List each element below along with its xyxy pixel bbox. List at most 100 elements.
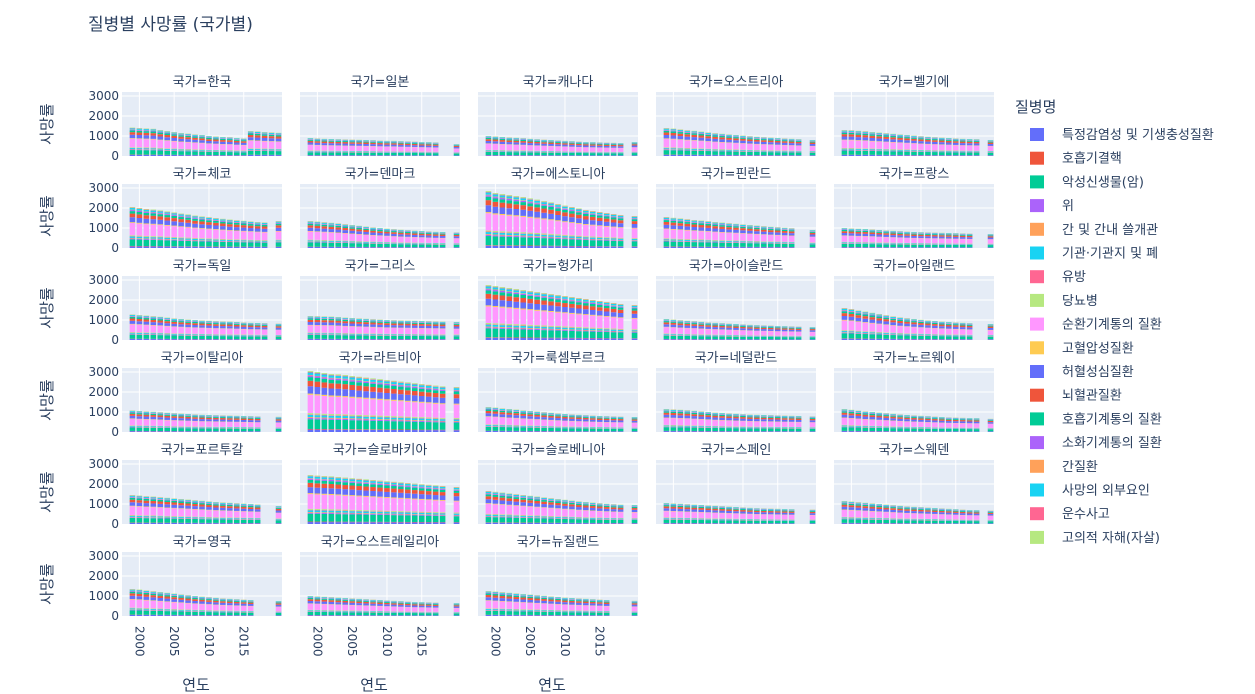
stacked-bar[interactable] xyxy=(268,132,275,156)
bar-segment[interactable] xyxy=(541,218,547,220)
bar-segment[interactable] xyxy=(356,226,362,228)
bar-segment[interactable] xyxy=(691,230,698,240)
bar-segment[interactable] xyxy=(610,240,617,241)
bar-segment[interactable] xyxy=(513,216,520,232)
bar-segment[interactable] xyxy=(809,234,816,237)
bar-segment[interactable] xyxy=(335,339,342,340)
bar-segment[interactable] xyxy=(492,232,499,233)
bar-segment[interactable] xyxy=(363,334,369,335)
stacked-bar[interactable] xyxy=(307,138,314,156)
bar-segment[interactable] xyxy=(809,142,816,144)
stacked-bar[interactable] xyxy=(555,204,561,248)
bar-segment[interactable] xyxy=(761,155,767,156)
bar-segment[interactable] xyxy=(171,239,177,240)
bar-segment[interactable] xyxy=(405,147,411,152)
bar-segment[interactable] xyxy=(321,141,328,144)
bar-segment[interactable] xyxy=(171,138,177,141)
bar-segment[interactable] xyxy=(548,213,554,220)
bar-segment[interactable] xyxy=(596,225,603,227)
bar-segment[interactable] xyxy=(677,241,684,242)
bar-segment[interactable] xyxy=(987,245,994,248)
bar-segment[interactable] xyxy=(377,320,383,321)
bar-segment[interactable] xyxy=(513,329,520,338)
bar-segment[interactable] xyxy=(904,135,910,137)
bar-segment[interactable] xyxy=(314,335,321,339)
bar-segment[interactable] xyxy=(391,233,397,237)
bar-segment[interactable] xyxy=(684,150,691,151)
bar-segment[interactable] xyxy=(603,246,610,248)
stacked-bar[interactable] xyxy=(747,136,753,156)
bar-segment[interactable] xyxy=(768,242,774,243)
bar-segment[interactable] xyxy=(719,240,725,241)
bar-segment[interactable] xyxy=(534,237,540,246)
bar-segment[interactable] xyxy=(213,323,219,325)
bar-segment[interactable] xyxy=(939,150,945,152)
bar-segment[interactable] xyxy=(583,213,589,217)
bar-segment[interactable] xyxy=(307,145,314,151)
bar-segment[interactable] xyxy=(527,236,533,238)
stacked-bar[interactable] xyxy=(164,211,170,248)
bar-segment[interactable] xyxy=(234,329,240,335)
bar-segment[interactable] xyxy=(499,300,506,307)
bar-segment[interactable] xyxy=(754,141,760,144)
stacked-bar[interactable] xyxy=(869,229,876,248)
stacked-bar[interactable] xyxy=(925,136,931,156)
bar-segment[interactable] xyxy=(740,243,746,247)
bar-segment[interactable] xyxy=(453,339,460,340)
bar-segment[interactable] xyxy=(959,152,966,156)
bar-segment[interactable] xyxy=(275,329,282,335)
bar-segment[interactable] xyxy=(206,339,212,340)
bar-segment[interactable] xyxy=(254,223,261,225)
bar-segment[interactable] xyxy=(192,322,198,324)
bar-segment[interactable] xyxy=(485,326,492,328)
bar-segment[interactable] xyxy=(268,141,275,149)
bar-segment[interactable] xyxy=(157,210,164,211)
bar-segment[interactable] xyxy=(506,323,513,325)
bar-segment[interactable] xyxy=(677,238,684,240)
bar-segment[interactable] xyxy=(143,154,150,156)
bar-segment[interactable] xyxy=(321,318,328,319)
stacked-bar[interactable] xyxy=(328,316,335,340)
stacked-bar[interactable] xyxy=(768,137,774,156)
bar-segment[interactable] xyxy=(925,139,931,142)
bar-segment[interactable] xyxy=(754,150,760,152)
bar-segment[interactable] xyxy=(506,245,513,246)
bar-segment[interactable] xyxy=(966,151,973,152)
stacked-bar[interactable] xyxy=(136,208,143,248)
bar-segment[interactable] xyxy=(157,219,164,225)
bar-segment[interactable] xyxy=(534,217,540,219)
bar-segment[interactable] xyxy=(520,326,526,328)
bar-segment[interactable] xyxy=(499,327,506,329)
bar-segment[interactable] xyxy=(143,212,150,216)
bar-segment[interactable] xyxy=(719,242,725,243)
bar-segment[interactable] xyxy=(143,223,150,225)
stacked-bar[interactable] xyxy=(569,207,575,248)
bar-segment[interactable] xyxy=(398,143,404,145)
bar-segment[interactable] xyxy=(356,333,362,335)
bar-segment[interactable] xyxy=(966,244,973,248)
bar-segment[interactable] xyxy=(663,154,670,156)
bar-segment[interactable] xyxy=(631,153,638,156)
bar-segment[interactable] xyxy=(185,135,191,138)
bar-segment[interactable] xyxy=(370,242,376,243)
bar-segment[interactable] xyxy=(213,339,219,340)
bar-segment[interactable] xyxy=(848,243,855,248)
stacked-bar[interactable] xyxy=(418,231,425,248)
bar-segment[interactable] xyxy=(220,219,226,221)
bar-segment[interactable] xyxy=(206,240,212,242)
bar-segment[interactable] xyxy=(391,141,397,142)
bar-segment[interactable] xyxy=(213,141,219,144)
bar-segment[interactable] xyxy=(663,149,670,151)
stacked-bar[interactable] xyxy=(610,214,617,248)
bar-segment[interactable] xyxy=(932,238,938,244)
bar-segment[interactable] xyxy=(596,212,603,215)
bar-segment[interactable] xyxy=(862,229,869,231)
bar-segment[interactable] xyxy=(129,132,136,135)
bar-segment[interactable] xyxy=(157,322,164,326)
bar-segment[interactable] xyxy=(499,141,506,145)
bar-segment[interactable] xyxy=(513,139,520,141)
bar-segment[interactable] xyxy=(342,139,348,141)
bar-segment[interactable] xyxy=(788,155,795,156)
bar-segment[interactable] xyxy=(513,199,520,200)
bar-segment[interactable] xyxy=(663,148,670,150)
